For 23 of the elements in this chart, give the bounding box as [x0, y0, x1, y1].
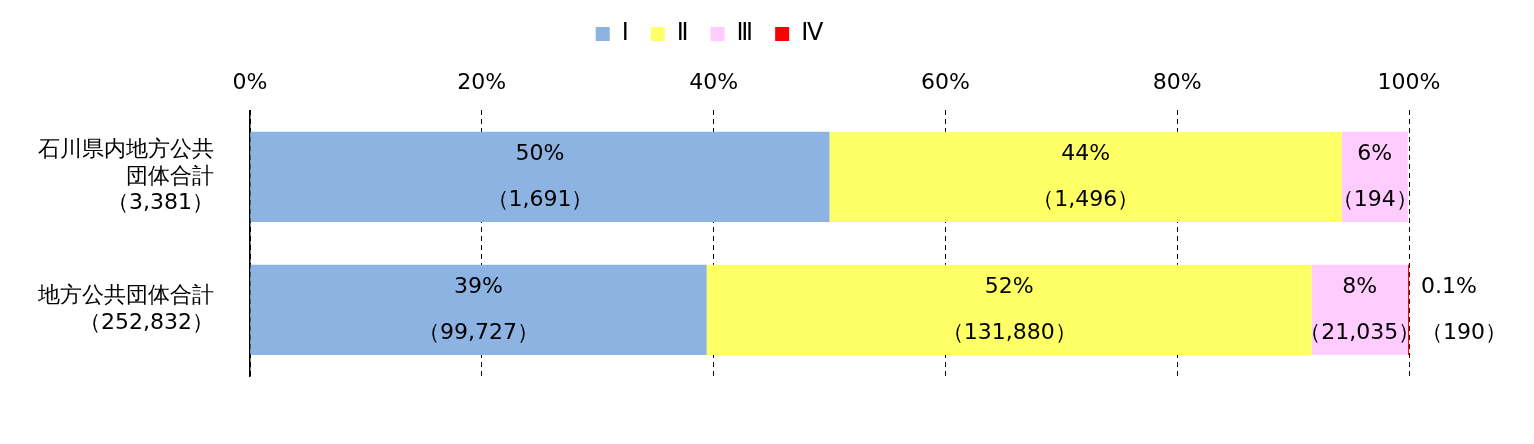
x-tick-label: 0% — [232, 68, 268, 94]
bar — [829, 131, 1342, 223]
data-label: 50% （1,691） — [486, 139, 594, 211]
x-tick-label: 100% — [1377, 68, 1441, 94]
legend-label: Ⅳ — [801, 18, 824, 47]
data-label: 8% （21,035） — [1299, 272, 1421, 344]
bar — [250, 264, 707, 356]
bar — [706, 264, 1312, 356]
y-tick-label: 地方公共団体合計（252,832） — [37, 282, 214, 334]
x-tick-label: 80% — [1152, 68, 1202, 94]
data-label: 6% （194） — [1331, 139, 1418, 211]
x-tick-label: 60% — [920, 68, 970, 94]
legend-label: Ⅱ — [676, 18, 689, 47]
x-tick-label: 40% — [689, 68, 739, 94]
data-label: 52% （131,880） — [941, 272, 1077, 344]
data-label: 39% （99,727） — [418, 272, 540, 344]
y-tick-label: 石川県内地方公共団体合計（3,381） — [38, 136, 214, 215]
bar — [250, 131, 830, 223]
legend-label: Ⅰ — [621, 18, 629, 47]
x-tick-label: 20% — [457, 68, 507, 94]
data-label: 44% （1,496） — [1032, 139, 1140, 211]
data-label: 0.1% （190） — [1421, 272, 1507, 344]
legend-label: Ⅲ — [736, 18, 754, 47]
